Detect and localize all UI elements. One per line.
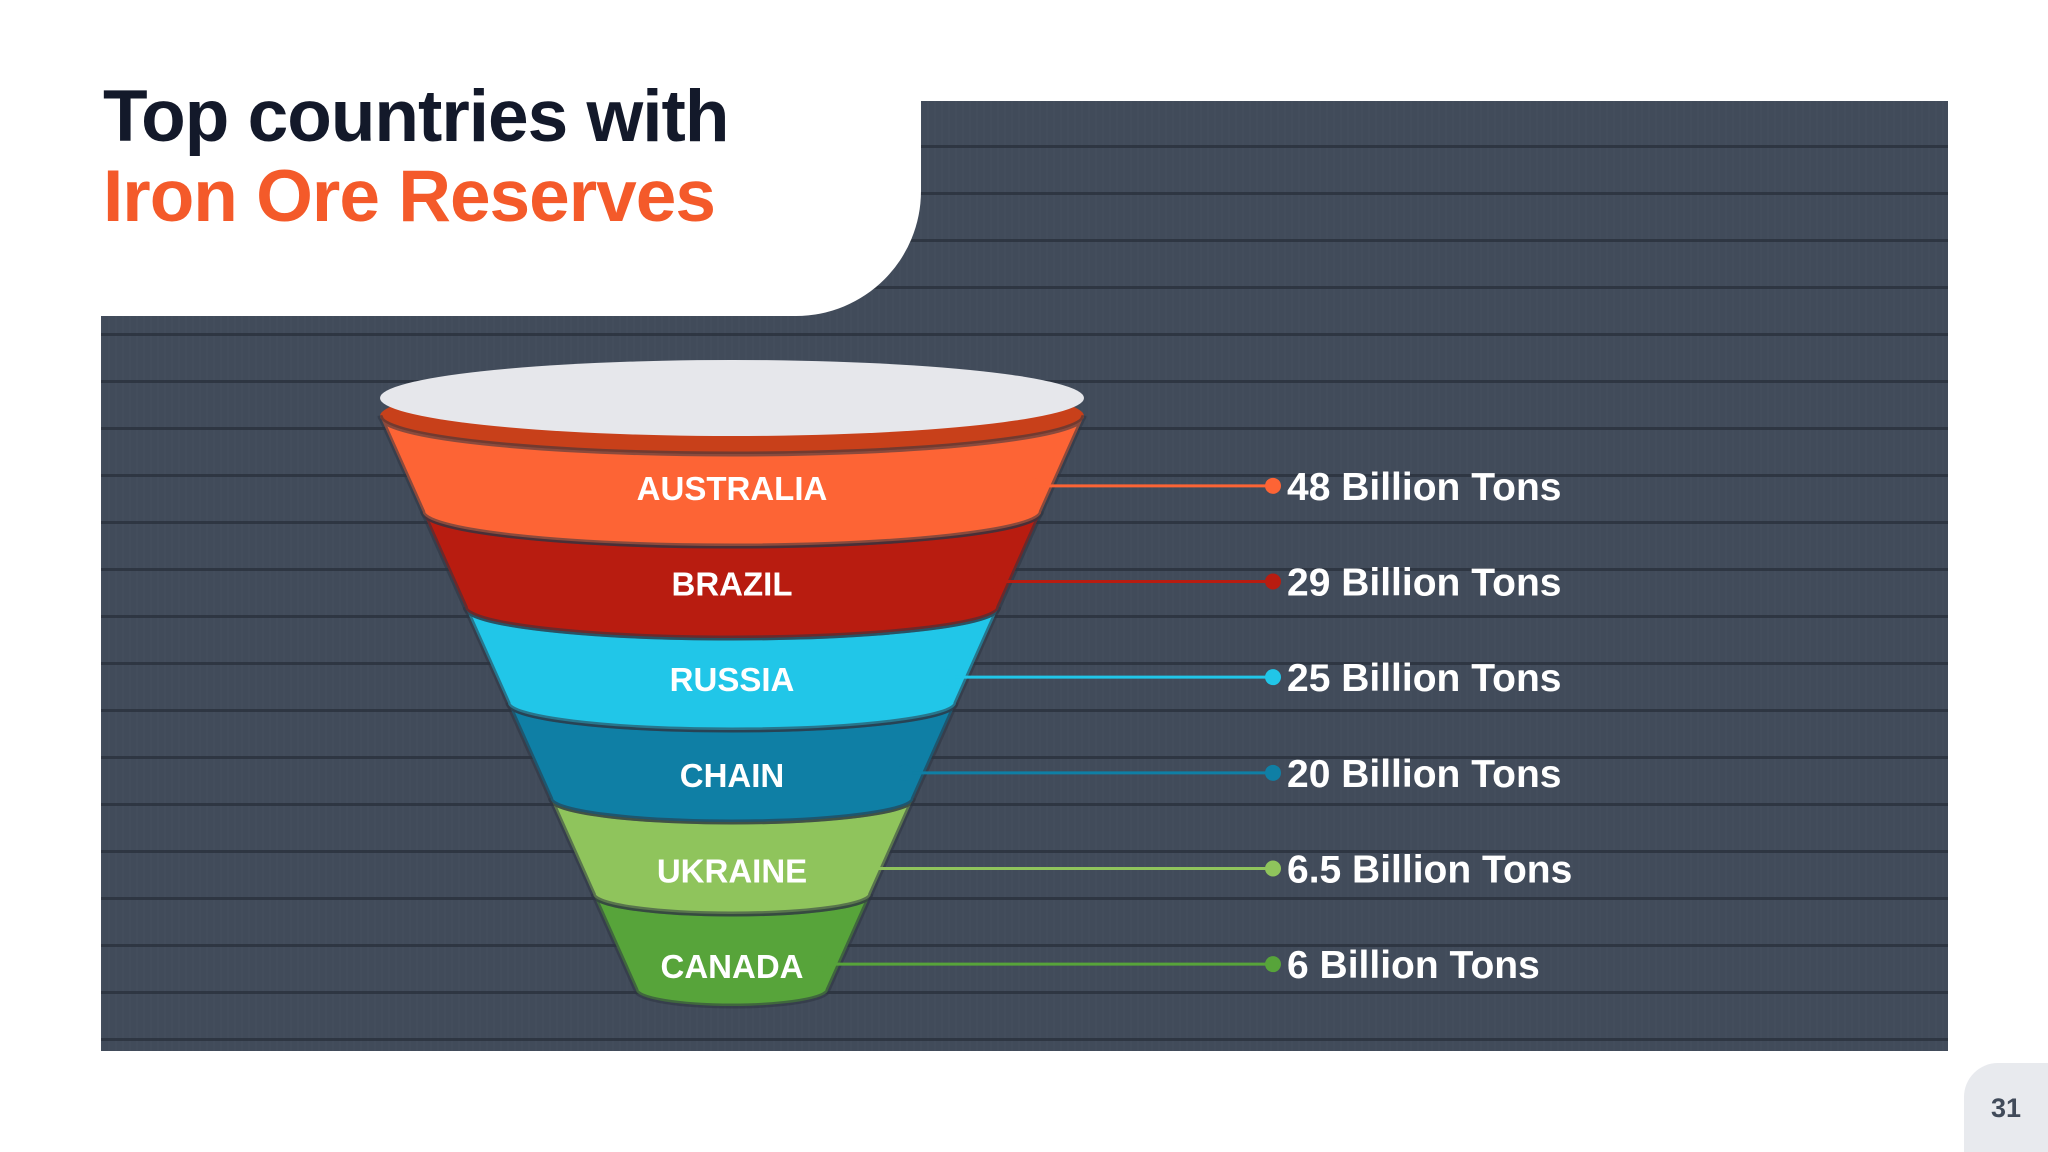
connector-dot-start-russia — [939, 669, 956, 686]
funnel-band-australia — [377, 414, 1087, 549]
funnel-top-opening — [380, 360, 1084, 436]
connector-dot-start-brazil — [982, 573, 999, 590]
title-line-1: Top countries with — [103, 76, 729, 157]
connector-dot-start-chain — [896, 764, 913, 781]
connector-dot-end-australia — [1265, 477, 1281, 494]
title-line-2: Iron Ore Reserves — [103, 156, 716, 237]
connector-dot-end-brazil — [1265, 573, 1281, 590]
stage-label-australia: AUSTRALIA — [637, 470, 828, 507]
value-label-brazil: 29 Billion Tons — [1287, 562, 1561, 605]
title-card — [101, 0, 921, 316]
connector-dot-end-chain — [1265, 764, 1281, 781]
value-label-russia: 25 Billion Tons — [1287, 657, 1561, 700]
value-label-canada: 6 Billion Tons — [1287, 944, 1540, 987]
connector-dot-end-russia — [1265, 669, 1281, 686]
value-label-ukraine: 6.5 Billion Tons — [1287, 849, 1572, 892]
value-label-australia: 48 Billion Tons — [1287, 466, 1561, 509]
stage-label-chain: CHAIN — [680, 757, 785, 794]
connector-dot-end-canada — [1265, 956, 1281, 973]
connector-dot-start-canada — [811, 956, 828, 973]
connector-dot-start-ukraine — [854, 860, 871, 877]
stage-label-canada: CANADA — [661, 948, 804, 985]
stage-label-russia: RUSSIA — [670, 661, 795, 698]
stage-label-ukraine: UKRAINE — [657, 853, 807, 890]
connector-dot-start-australia — [1024, 477, 1041, 494]
stage-label-brazil: BRAZIL — [672, 566, 793, 603]
page-number: 31 — [1990, 1093, 2022, 1123]
connector-dot-end-ukraine — [1265, 860, 1281, 877]
page-number-tab — [1964, 1063, 2048, 1152]
value-label-chain: 20 Billion Tons — [1287, 753, 1561, 796]
